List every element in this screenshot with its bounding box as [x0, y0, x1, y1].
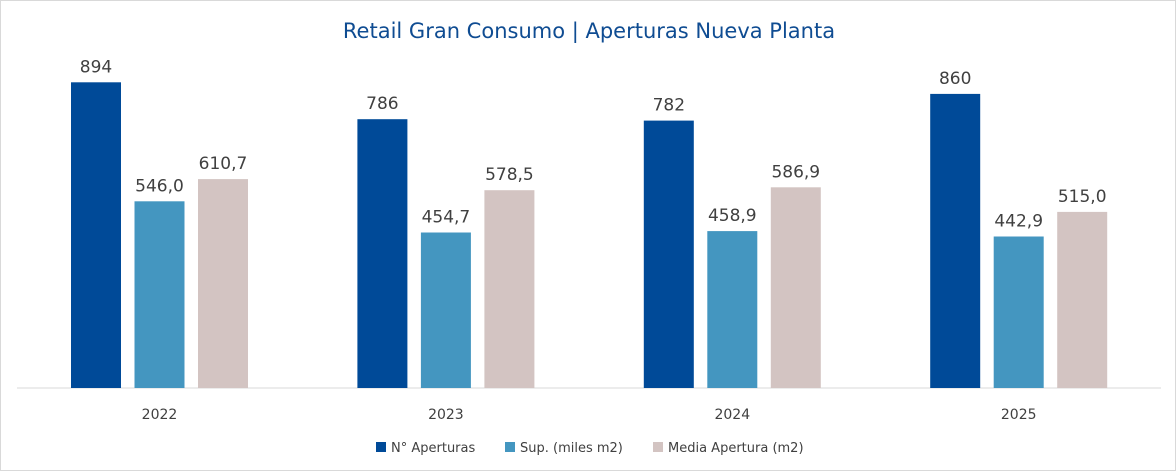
- bars-group: [71, 82, 1108, 389]
- x-tick-labels: 2022 2023 2024 2025: [142, 407, 1037, 423]
- data-label-2024-series-2: 458,9: [708, 206, 757, 226]
- chart-title: Retail Gran Consumo | Aperturas Nueva Pl…: [343, 19, 835, 44]
- data-label-2022-series-3: 610,7: [199, 154, 248, 174]
- legend-swatch-series-2: [505, 442, 515, 452]
- bar-2022-series-3: [198, 179, 248, 388]
- data-label-2025-series-1: 860: [939, 69, 971, 89]
- bar-2025-series-1: [930, 93, 981, 389]
- legend: N° Aperturas Sup. (miles m2) Media Apertur…: [376, 441, 804, 456]
- bar-2024-series-3: [770, 187, 821, 388]
- bar-2022-series-1: [71, 82, 121, 389]
- x-tick-label-2024: 2024: [714, 407, 750, 423]
- data-label-2023-series-1: 786: [366, 94, 398, 114]
- legend-label-series-2: Sup. (miles m2): [520, 441, 623, 456]
- bar-2023-series-2: [420, 232, 471, 388]
- x-tick-label-2023: 2023: [428, 407, 464, 423]
- x-tick-label-2025: 2025: [1001, 407, 1037, 423]
- legend-swatch-series-3: [653, 442, 663, 452]
- bar-2022-series-2: [134, 201, 185, 388]
- legend-label-series-3: Media Apertura (m2): [668, 441, 804, 456]
- data-label-2025-series-2: 442,9: [994, 212, 1043, 232]
- bar-2025-series-2: [993, 236, 1044, 388]
- value-labels-group: 894 546,0 610,7 786 454,7 578,5 782 458,9 586,9 8…: [80, 57, 1107, 231]
- bar-2025-series-3: [1057, 211, 1108, 388]
- data-label-2024-series-3: 586,9: [771, 162, 820, 182]
- bar-2023-series-3: [484, 190, 535, 388]
- x-tick-label-2022: 2022: [142, 407, 178, 423]
- bar-2024-series-2: [707, 231, 758, 388]
- legend-swatch-series-1: [376, 442, 386, 452]
- legend-label-series-1: N° Aperturas: [391, 441, 475, 456]
- data-label-2022-series-2: 546,0: [135, 176, 184, 196]
- data-label-2022-series-1: 894: [80, 57, 112, 77]
- data-label-2023-series-2: 454,7: [422, 208, 471, 228]
- data-label-2023-series-3: 578,5: [485, 165, 534, 185]
- data-label-2024-series-1: 782: [653, 96, 685, 116]
- bar-2024-series-1: [643, 120, 694, 388]
- bar-2023-series-1: [357, 119, 408, 388]
- data-label-2025-series-3: 515,0: [1058, 187, 1107, 207]
